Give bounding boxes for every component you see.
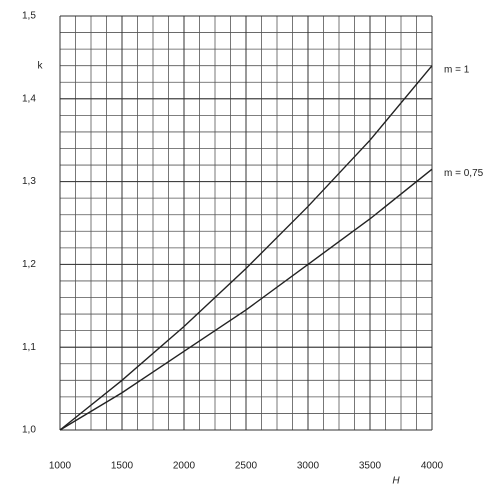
- y-axis-label: k: [38, 61, 44, 72]
- series-line: [59, 65, 433, 431]
- y-tick-label: 1,4: [22, 93, 36, 104]
- x-tick-label: 2000: [173, 461, 196, 472]
- x-tick-label: 3500: [359, 461, 382, 472]
- series-line: [59, 168, 433, 431]
- x-tick-label: 1500: [111, 461, 134, 472]
- x-tick-label: 1000: [49, 461, 72, 472]
- series-label: m = 1: [444, 64, 470, 75]
- x-axis-label: H: [392, 476, 400, 487]
- y-tick-label: 1,0: [22, 425, 36, 436]
- y-tick-label: 1,1: [22, 342, 36, 353]
- x-tick-label: 3000: [297, 461, 320, 472]
- y-tick-label: 1,5: [22, 11, 36, 22]
- x-tick-label: 2500: [235, 461, 258, 472]
- x-tick-label: 4000: [421, 461, 444, 472]
- y-tick-label: 1,2: [22, 259, 36, 270]
- y-tick-label: 1,3: [22, 176, 36, 187]
- series-label: m = 0,75: [444, 168, 484, 179]
